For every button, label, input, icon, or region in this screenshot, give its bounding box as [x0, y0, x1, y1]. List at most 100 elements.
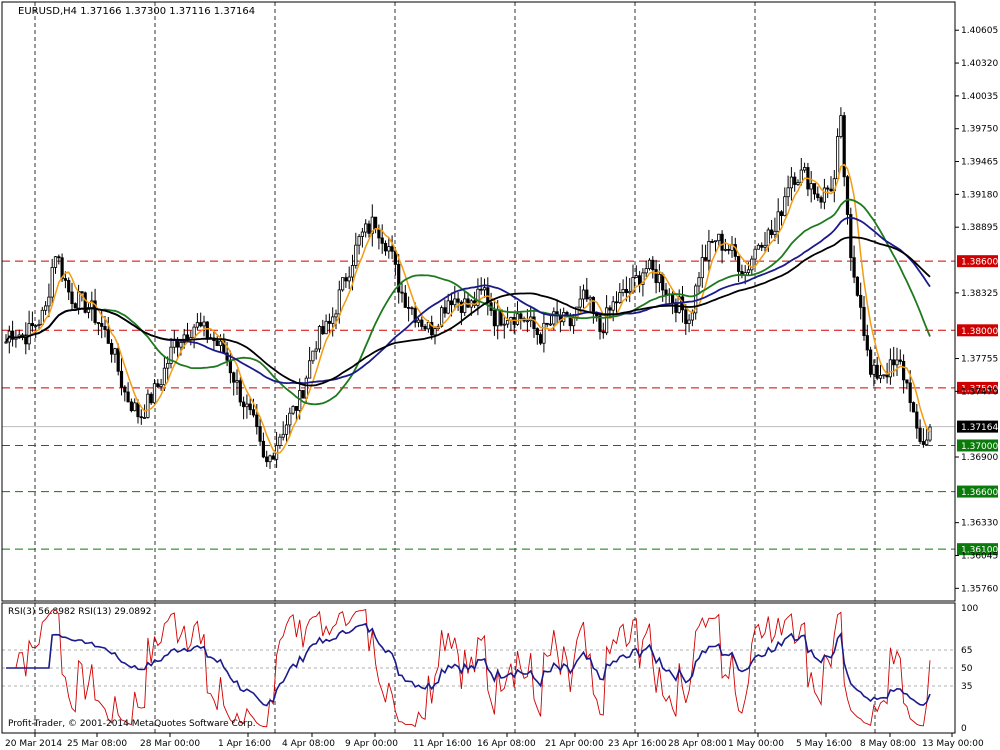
candle-body[interactable]	[746, 269, 751, 273]
candle-body[interactable]	[410, 307, 414, 310]
candle-body[interactable]	[885, 374, 889, 378]
candle-body[interactable]	[628, 290, 632, 294]
candle-body[interactable]	[776, 211, 780, 232]
candle-body[interactable]	[301, 390, 305, 399]
candle-body[interactable]	[783, 196, 787, 217]
candle-body[interactable]	[664, 289, 668, 296]
candle-body[interactable]	[750, 258, 754, 271]
candle-body[interactable]	[364, 223, 368, 233]
candle-body[interactable]	[545, 322, 549, 325]
candle-body[interactable]	[159, 384, 163, 387]
candle-body[interactable]	[24, 334, 28, 345]
candle-body[interactable]	[278, 436, 282, 446]
candle-body[interactable]	[327, 320, 332, 324]
candle-body[interactable]	[136, 402, 140, 418]
candle-body[interactable]	[908, 382, 912, 403]
candle-body[interactable]	[73, 303, 77, 309]
candle-body[interactable]	[123, 386, 127, 393]
candle-body[interactable]	[258, 426, 262, 442]
candle-body[interactable]	[624, 289, 629, 294]
candle-body[interactable]	[921, 441, 926, 445]
candle-body[interactable]	[142, 417, 147, 419]
candle-body[interactable]	[311, 350, 315, 362]
candle-body[interactable]	[443, 307, 447, 314]
candle-body[interactable]	[86, 307, 91, 313]
candle-body[interactable]	[812, 183, 817, 195]
candle-body[interactable]	[100, 323, 104, 327]
candle-body[interactable]	[875, 364, 879, 379]
candle-body[interactable]	[466, 298, 470, 308]
candle-body[interactable]	[149, 393, 153, 404]
candle-body[interactable]	[849, 214, 853, 259]
candle-body[interactable]	[581, 289, 586, 300]
candle-body[interactable]	[588, 296, 592, 300]
candle-body[interactable]	[44, 305, 48, 311]
candle-body[interactable]	[113, 348, 117, 355]
candle-body[interactable]	[862, 306, 866, 336]
candle-body[interactable]	[27, 323, 31, 345]
candle-body[interactable]	[225, 352, 229, 361]
candle-body[interactable]	[687, 319, 691, 324]
candle-body[interactable]	[63, 278, 67, 281]
candle-body[interactable]	[611, 301, 615, 311]
candle-body[interactable]	[852, 257, 856, 278]
candle-body[interactable]	[713, 240, 718, 243]
candle-body[interactable]	[836, 136, 840, 180]
candle-body[interactable]	[562, 312, 566, 323]
candle-body[interactable]	[199, 322, 203, 327]
candle-body[interactable]	[182, 334, 186, 343]
candle-body[interactable]	[816, 193, 820, 199]
candle-body[interactable]	[621, 289, 625, 294]
candle-body[interactable]	[723, 248, 728, 251]
candle-body[interactable]	[855, 276, 860, 296]
candle-body[interactable]	[390, 246, 394, 252]
candle-body[interactable]	[760, 244, 764, 248]
candle-body[interactable]	[83, 292, 87, 313]
candle-body[interactable]	[727, 248, 731, 251]
candle-body[interactable]	[37, 324, 41, 326]
candle-body[interactable]	[905, 379, 909, 384]
candle-body[interactable]	[505, 320, 510, 325]
candle-body[interactable]	[406, 307, 411, 309]
candle-body[interactable]	[519, 313, 523, 319]
candle-body[interactable]	[779, 211, 784, 217]
candle-body[interactable]	[697, 277, 701, 287]
candle-body[interactable]	[57, 256, 61, 259]
candle-body[interactable]	[539, 334, 543, 344]
candle-body[interactable]	[918, 427, 922, 442]
candle-body[interactable]	[532, 316, 536, 329]
candle-body[interactable]	[700, 257, 704, 279]
candle-body[interactable]	[456, 298, 460, 303]
candle-body[interactable]	[684, 309, 688, 324]
candle-body[interactable]	[647, 259, 652, 269]
candle-body[interactable]	[172, 340, 176, 348]
candle-body[interactable]	[453, 298, 457, 306]
candle-body[interactable]	[502, 323, 506, 326]
candle-body[interactable]	[479, 288, 483, 291]
candle-body[interactable]	[717, 233, 721, 242]
candle-body[interactable]	[710, 241, 714, 243]
candle-body[interactable]	[162, 367, 166, 386]
candle-body[interactable]	[34, 325, 38, 327]
candle-body[interactable]	[331, 316, 335, 324]
candle-body[interactable]	[707, 241, 711, 261]
candle-body[interactable]	[304, 377, 308, 399]
candle-body[interactable]	[67, 279, 71, 293]
candle-body[interactable]	[677, 296, 681, 313]
candle-body[interactable]	[482, 287, 487, 291]
candle-body[interactable]	[585, 289, 589, 300]
candle-body[interactable]	[865, 335, 869, 351]
candle-body[interactable]	[119, 370, 124, 388]
candle-body[interactable]	[347, 276, 351, 282]
candle-body[interactable]	[756, 244, 761, 250]
candle-body[interactable]	[245, 403, 249, 408]
candle-body[interactable]	[179, 342, 183, 348]
candle-body[interactable]	[53, 256, 58, 268]
candle-body[interactable]	[915, 411, 919, 429]
candle-body[interactable]	[786, 187, 790, 198]
candle-body[interactable]	[367, 223, 371, 234]
candle-body[interactable]	[169, 346, 173, 364]
candle-body[interactable]	[344, 277, 348, 282]
candle-body[interactable]	[281, 433, 285, 438]
candle-body[interactable]	[314, 348, 318, 352]
